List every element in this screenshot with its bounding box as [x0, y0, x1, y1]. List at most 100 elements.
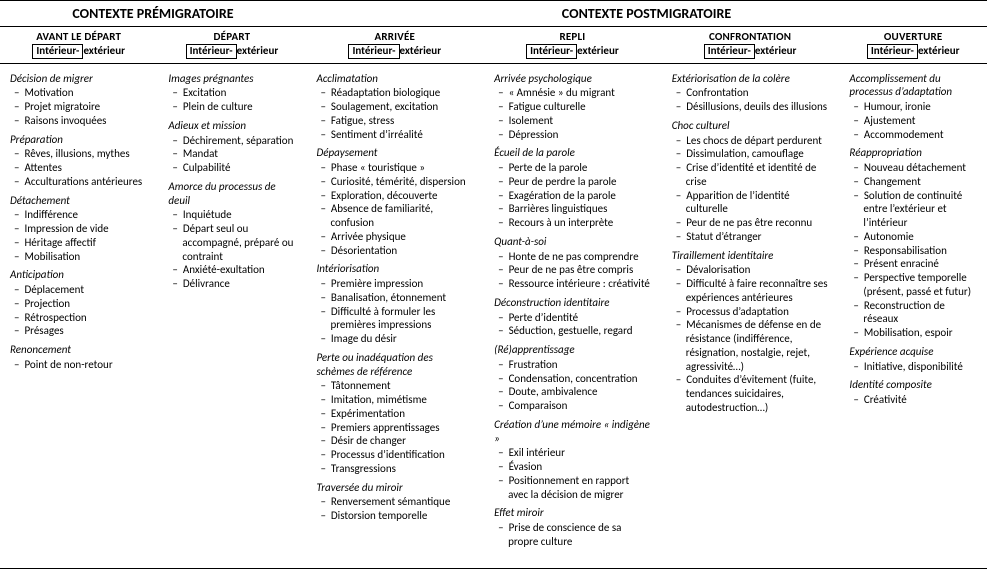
- list-item: Perte d’identité: [494, 311, 651, 325]
- list-item: Fatigue, stress: [316, 114, 473, 128]
- list-item: Solution de continuité entre l’extérieur…: [849, 189, 977, 230]
- list-item: Doute, ambivalence: [494, 385, 651, 399]
- section-heading: Dépaysement: [316, 146, 473, 160]
- section-items: Les chocs de départ perdurentDissimulati…: [672, 134, 829, 244]
- column-content: Accomplissement du processus d’adaptatio…: [839, 63, 987, 568]
- list-item: Phase « touristique »: [316, 161, 473, 175]
- section-items: FrustrationCondensation, concentrationDo…: [494, 358, 651, 413]
- list-item: Absence de familiarité, confusion: [316, 202, 473, 230]
- section-items: « Amnésie » du migrantFatigue culturelle…: [494, 86, 651, 141]
- section-heading: Écueil de la parole: [494, 146, 651, 160]
- column-content: Images prégnantesExcitationPlein de cult…: [158, 63, 306, 568]
- section-heading: Préparation: [10, 133, 147, 147]
- list-item: Changement: [849, 175, 977, 189]
- list-item: Transgressions: [316, 462, 473, 476]
- section-heading: Intériorisation: [316, 262, 473, 276]
- column-header: ARRIVÉEIntérieur-extérieur: [306, 27, 484, 64]
- section-heading: Création d’une mémoire « indigène »: [494, 418, 651, 446]
- list-item: Conduites d’évitement (fuite, tendances …: [672, 373, 829, 414]
- interior-box: Intérieur-: [704, 44, 755, 59]
- list-item: Sentiment d’irréalité: [316, 128, 473, 142]
- column-content: Extériorisation de la colèreConfrontatio…: [661, 63, 839, 568]
- list-item: Dissimulation, camouflage: [672, 147, 829, 161]
- list-item: Désorientation: [316, 244, 473, 258]
- exterior-label: extérieur: [400, 44, 442, 57]
- list-item: Peur de perdre la parole: [494, 175, 651, 189]
- list-item: Soulagement, excitation: [316, 100, 473, 114]
- section-heading: Adieux et mission: [168, 119, 295, 133]
- list-item: Projet migratoire: [10, 100, 147, 114]
- column-header: DÉPARTIntérieur-extérieur: [158, 27, 306, 64]
- list-item: Raisons invoquées: [10, 114, 147, 128]
- exterior-label: extérieur: [755, 44, 797, 57]
- section-items: Rêves, illusions, mythesAttentesAccultur…: [10, 147, 147, 188]
- list-item: Réadaptation biologique: [316, 86, 473, 100]
- section-heading: Images prégnantes: [168, 72, 295, 86]
- section-heading: Expérience acquise: [849, 345, 977, 359]
- section-items: Nouveau détachementChangementSolution de…: [849, 161, 977, 340]
- interior-box: Intérieur-: [348, 44, 399, 59]
- section-heading: Arrivée psychologique: [494, 72, 651, 86]
- list-item: Difficulté à faire reconnaître ses expér…: [672, 277, 829, 305]
- section-items: ConfrontationDésillusions, deuils des il…: [672, 86, 829, 114]
- section-heading: Décision de migrer: [10, 72, 147, 86]
- list-item: Statut d’étranger: [672, 230, 829, 244]
- list-item: Mandat: [168, 147, 295, 161]
- list-item: Frustration: [494, 358, 651, 372]
- section-heading: Déconstruction identitaire: [494, 296, 651, 310]
- list-item: Culpabilité: [168, 161, 295, 175]
- list-item: Présent enraciné: [849, 257, 977, 271]
- list-item: Exploration, découverte: [316, 189, 473, 203]
- list-item: Mobilisation: [10, 250, 147, 264]
- section-heading: Anticipation: [10, 268, 147, 282]
- list-item: Crise d’identité et identité de crise: [672, 161, 829, 189]
- list-item: Banalisation, étonnement: [316, 291, 473, 305]
- list-item: Indifférence: [10, 208, 147, 222]
- list-item: Inquiétude: [168, 208, 295, 222]
- list-item: Évasion: [494, 460, 651, 474]
- section-heading: Choc culturel: [672, 119, 829, 133]
- list-item: Premiers apprentissages: [316, 421, 473, 435]
- section-heading: Quant-à-soi: [494, 235, 651, 249]
- list-item: Rétrospection: [10, 311, 147, 325]
- list-item: Perte de la parole: [494, 161, 651, 175]
- list-item: Prise de conscience de sa propre culture: [494, 521, 651, 549]
- list-item: Humour, ironie: [849, 100, 977, 114]
- section-heading: Identité composite: [849, 378, 977, 392]
- column-header: REPLIIntérieur-extérieur: [484, 27, 662, 64]
- list-item: Renversement sémantique: [316, 495, 473, 509]
- list-item: Exagération de la parole: [494, 189, 651, 203]
- list-item: Distorsion temporelle: [316, 509, 473, 523]
- exterior-label: extérieur: [83, 44, 125, 57]
- list-item: Arrivée physique: [316, 230, 473, 244]
- list-item: Séduction, gestuelle, regard: [494, 324, 651, 338]
- list-item: Perspective temporelle (présent, passé e…: [849, 271, 977, 299]
- list-item: Positionnement en rapport avec la décisi…: [494, 474, 651, 502]
- section-heading: Tiraillement identitaire: [672, 249, 829, 263]
- section-heading: Effet miroir: [494, 506, 651, 520]
- list-item: Fatigue culturelle: [494, 100, 651, 114]
- list-item: Ajustement: [849, 114, 977, 128]
- migration-phases-table: CONTEXTE PRÉMIGRATOIRE CONTEXTE POSTMIGR…: [0, 0, 987, 569]
- section-heading: Accomplissement du processus d’adaptatio…: [849, 72, 977, 100]
- list-item: Imitation, mimétisme: [316, 393, 473, 407]
- section-heading: Renoncement: [10, 343, 147, 357]
- list-item: Condensation, concentration: [494, 372, 651, 386]
- list-item: Isolement: [494, 114, 651, 128]
- section-heading: Extériorisation de la colère: [672, 72, 829, 86]
- column-content: Arrivée psychologique« Amnésie » du migr…: [484, 63, 662, 568]
- list-item: Barrières linguistiques: [494, 202, 651, 216]
- column-title: DÉPART: [158, 30, 305, 43]
- list-item: Héritage affectif: [10, 236, 147, 250]
- column-title: AVANT LE DÉPART: [0, 30, 157, 43]
- list-item: Déplacement: [10, 283, 147, 297]
- column-title: OUVERTURE: [839, 30, 987, 43]
- column-content: AcclimatationRéadaptation biologiqueSoul…: [306, 63, 484, 568]
- section-heading: Traversée du miroir: [316, 481, 473, 495]
- column-title: CONFRONTATION: [662, 30, 839, 43]
- list-item: Peur de ne pas être reconnu: [672, 216, 829, 230]
- list-item: Mobilisation, espoir: [849, 326, 977, 340]
- list-item: Point de non-retour: [10, 358, 147, 372]
- column-header: AVANT LE DÉPARTIntérieur-extérieur: [0, 27, 158, 64]
- section-items: Perte de la parolePeur de perdre la paro…: [494, 161, 651, 230]
